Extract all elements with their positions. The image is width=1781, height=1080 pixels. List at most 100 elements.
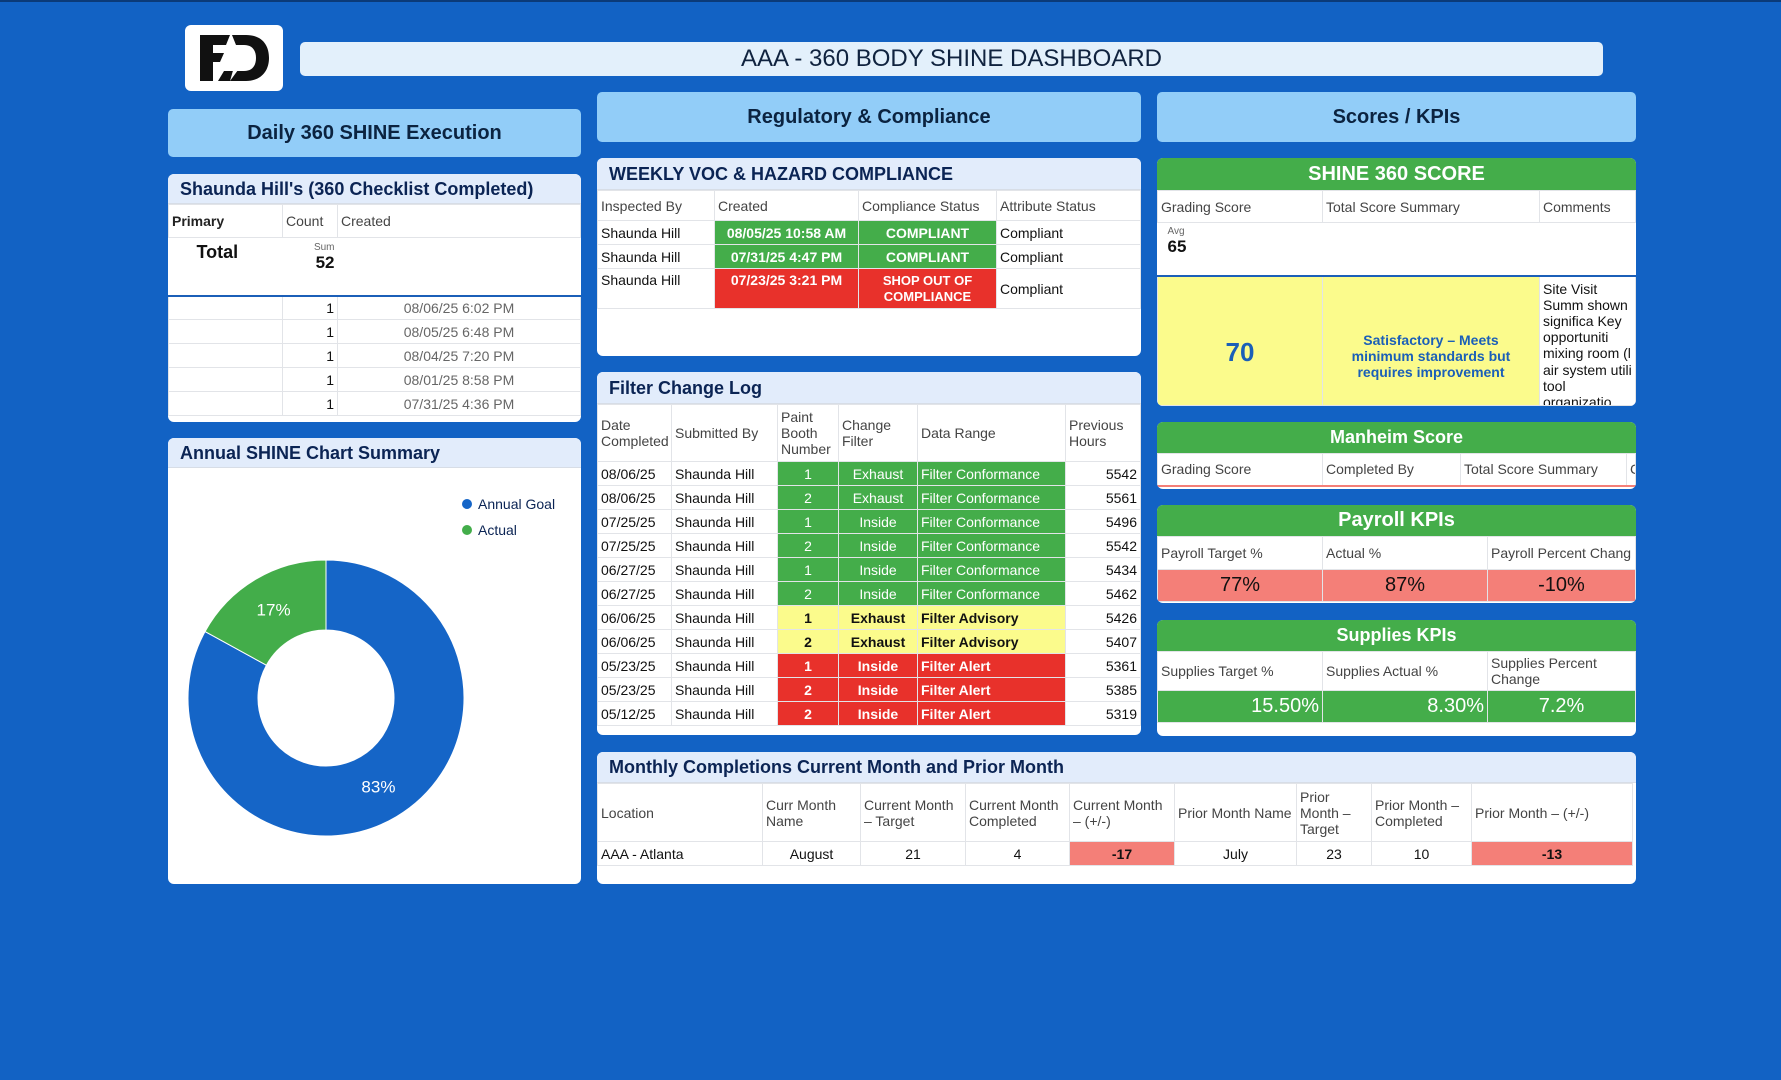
table-row[interactable]: AAA - Atlanta August 21 4 -17 July 23 10…	[597, 841, 1633, 866]
table-row[interactable]: 05/12/25 Shaunda Hill 2 Inside Filter Alert 5…	[597, 701, 1141, 726]
donut-slice-actual[interactable]	[204, 559, 327, 666]
annual-chart-panel: Annual SHINE Chart Summary Annual Goal A…	[168, 438, 581, 884]
table-row[interactable]: 1 08/04/25 7:20 PM	[168, 343, 581, 368]
table-row[interactable]: 08/06/25 Shaunda Hill 2 Exhaust Filter Confo…	[597, 485, 1141, 510]
data-range: Filter Advisory	[917, 629, 1066, 654]
table-row[interactable]: 05/23/25 Shaunda Hill 1 Inside Filter Alert 5…	[597, 653, 1141, 678]
submitted-by: Shaunda Hill	[671, 653, 778, 678]
table-row[interactable]: 1 07/31/25 4:36 PM	[168, 391, 581, 416]
table-row[interactable]: 1 08/01/25 8:58 PM	[168, 367, 581, 392]
submitted-by: Shaunda Hill	[671, 557, 778, 582]
row-created: 08/05/25 6:48 PM	[337, 319, 581, 344]
legend-item-actual[interactable]: Actual	[462, 522, 555, 538]
supplies-target-value: 15.50%	[1157, 690, 1323, 723]
row-count: 1	[282, 295, 338, 320]
col-curr-month-name[interactable]: Curr Month Name	[762, 783, 861, 842]
col-supplies-target[interactable]: Supplies Target %	[1157, 651, 1323, 691]
col-paint-booth[interactable]: Paint Booth Number	[777, 404, 839, 462]
checklist-panel: Shaunda Hill's (360 Checklist Completed)…	[168, 174, 581, 422]
col-attribute-status[interactable]: Attribute Status	[996, 190, 1141, 221]
table-row[interactable]: 08/06/25 Shaunda Hill 1 Exhaust Filter Confo…	[597, 461, 1141, 486]
shine-score-table: Grading Score Total Score Summary Commen…	[1157, 190, 1636, 406]
col-supplies-change[interactable]: Supplies Percent Change	[1487, 651, 1636, 691]
table-row[interactable]: Shaunda Hill 07/23/25 3:21 PM SHOP OUT O…	[597, 268, 1141, 309]
table-row[interactable]: 1 08/05/25 6:48 PM	[168, 319, 581, 344]
table-row[interactable]: 06/06/25 Shaunda Hill 2 Exhaust Filter Advis…	[597, 629, 1141, 654]
col-actual[interactable]: Actual %	[1322, 536, 1488, 570]
col-total-score-summary[interactable]: Total Score Summary	[1460, 453, 1627, 486]
payroll-change-value: -10%	[1487, 569, 1636, 602]
date-completed: 08/06/25	[597, 461, 672, 486]
col-curr-month-completed[interactable]: Current Month Completed	[965, 783, 1070, 842]
col-count[interactable]: Count	[282, 204, 338, 238]
manheim-table: Grading Score Completed By Total Score S…	[1157, 453, 1636, 487]
table-row[interactable]: 15.50% 8.30% 7.2%	[1157, 690, 1636, 723]
col-completed-by[interactable]: Completed By	[1322, 453, 1461, 486]
col-grading-score[interactable]: Grading Score	[1157, 190, 1323, 223]
col-total-score-summary[interactable]: Total Score Summary	[1322, 190, 1540, 223]
table-row[interactable]: 05/23/25 Shaunda Hill 2 Inside Filter Alert 5…	[597, 677, 1141, 702]
col-change-filter[interactable]: Change Filter	[838, 404, 918, 462]
col-prior-month-completed[interactable]: Prior Month – Completed	[1371, 783, 1472, 842]
submitted-by: Shaunda Hill	[671, 701, 778, 726]
col-c[interactable]: C	[1626, 453, 1636, 486]
table-row[interactable]: Shaunda Hill 08/05/25 10:58 AM COMPLIANT…	[597, 220, 1141, 245]
col-date-completed[interactable]: Date Completed	[597, 404, 672, 462]
table-row[interactable]: 07/25/25 Shaunda Hill 2 Inside Filter Confor…	[597, 533, 1141, 558]
attribute-status: Compliant	[996, 220, 1141, 245]
col-supplies-actual[interactable]: Supplies Actual %	[1322, 651, 1488, 691]
donut-slice-annual-goal[interactable]	[187, 559, 465, 837]
col-created[interactable]: Created	[337, 204, 581, 238]
date-completed: 06/27/25	[597, 581, 672, 606]
col-created[interactable]: Created	[714, 190, 859, 221]
legend-swatch	[462, 499, 472, 509]
previous-hours: 5542	[1065, 533, 1141, 558]
section-daily-header: Daily 360 SHINE Execution	[168, 109, 581, 157]
col-prior-month-diff[interactable]: Prior Month – (+/-)	[1471, 783, 1633, 842]
legend-item-annual-goal[interactable]: Annual Goal	[462, 496, 555, 512]
table-row[interactable]: 07/25/25 Shaunda Hill 1 Inside Filter Confor…	[597, 509, 1141, 534]
col-data-range[interactable]: Data Range	[917, 404, 1066, 462]
comments-text: Site Visit Summ shown significa Key oppo…	[1543, 280, 1632, 405]
col-curr-month-target[interactable]: Current Month – Target	[860, 783, 966, 842]
col-inspected-by[interactable]: Inspected By	[597, 190, 715, 221]
col-location[interactable]: Location	[597, 783, 763, 842]
change-filter: Inside	[838, 653, 918, 678]
paint-booth-number: 1	[777, 509, 839, 534]
date-completed: 05/23/25	[597, 677, 672, 702]
col-prior-month-name[interactable]: Prior Month Name	[1174, 783, 1297, 842]
table-row[interactable]: 06/27/25 Shaunda Hill 2 Inside Filter Confor…	[597, 581, 1141, 606]
supplies-actual-value: 8.30%	[1322, 690, 1488, 723]
col-payroll-change[interactable]: Payroll Percent Chang	[1487, 536, 1636, 570]
monthly-table: Location Curr Month Name Current Month –…	[597, 783, 1633, 866]
chart-legend: Annual Goal Actual	[462, 496, 555, 538]
col-curr-month-diff[interactable]: Current Month – (+/-)	[1069, 783, 1175, 842]
previous-hours: 5434	[1065, 557, 1141, 582]
table-row[interactable]: 1 08/06/25 6:02 PM	[168, 295, 581, 320]
change-filter: Inside	[838, 509, 918, 534]
row-created: 08/04/25 7:20 PM	[337, 343, 581, 368]
col-compliance-status[interactable]: Compliance Status	[858, 190, 997, 221]
submitted-by: Shaunda Hill	[671, 533, 778, 558]
fd-logo-icon	[200, 35, 269, 81]
col-payroll-target[interactable]: Payroll Target %	[1157, 536, 1323, 570]
change-filter: Exhaust	[838, 605, 918, 630]
col-submitted-by[interactable]: Submitted By	[671, 404, 778, 462]
col-comments[interactable]: Comments	[1539, 190, 1636, 223]
col-prior-month-target[interactable]: Prior Month – Target	[1296, 783, 1372, 842]
compliance-status: COMPLIANT	[858, 244, 997, 269]
col-grading-score[interactable]: Grading Score	[1157, 453, 1323, 486]
monthly-title: Monthly Completions Current Month and Pr…	[597, 752, 1636, 783]
change-filter: Inside	[838, 701, 918, 726]
row-count: 1	[282, 343, 338, 368]
col-primary[interactable]: Primary	[168, 204, 283, 238]
col-previous-hours[interactable]: Previous Hours	[1065, 404, 1141, 462]
table-row[interactable]: 06/06/25 Shaunda Hill 1 Exhaust Filter Advis…	[597, 605, 1141, 630]
table-row[interactable]: 06/27/25 Shaunda Hill 1 Inside Filter Confor…	[597, 557, 1141, 582]
table-row[interactable]: 70 Satisfactory – Meets minimum standard…	[1157, 275, 1636, 406]
legend-label: Actual	[478, 522, 517, 538]
table-row[interactable]: 77% 87% -10%	[1157, 569, 1636, 602]
change-filter: Inside	[838, 581, 918, 606]
table-row[interactable]: Shaunda Hill 07/31/25 4:47 PM COMPLIANT …	[597, 244, 1141, 269]
date-completed: 06/27/25	[597, 557, 672, 582]
